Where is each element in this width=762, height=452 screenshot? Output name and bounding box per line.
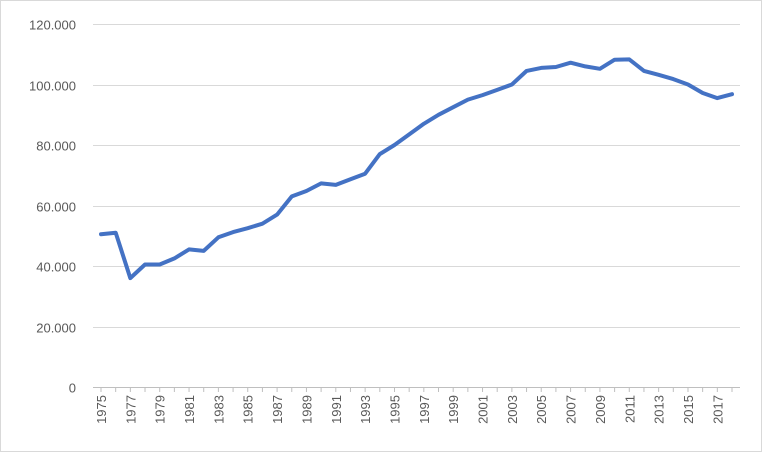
data-point — [334, 183, 338, 187]
data-point — [686, 83, 690, 87]
data-point — [481, 93, 485, 97]
data-point — [539, 66, 543, 70]
data-point — [114, 231, 118, 235]
data-point — [407, 132, 411, 136]
x-tick-label: 2013 — [652, 395, 667, 424]
x-tick-label: 2007 — [564, 395, 579, 424]
data-point — [378, 152, 382, 156]
data-point — [466, 98, 470, 102]
data-point — [657, 73, 661, 77]
data-point — [202, 249, 206, 253]
y-tick-label: 120.000 — [29, 18, 76, 33]
x-tick-label: 1997 — [417, 395, 432, 424]
data-point — [451, 105, 455, 109]
x-tick-label: 2015 — [681, 395, 696, 424]
data-point — [510, 83, 514, 87]
data-point — [128, 276, 132, 280]
x-tick-label: 2003 — [505, 395, 520, 424]
data-point — [275, 213, 279, 217]
data-point — [172, 256, 176, 260]
y-tick-label: 80.000 — [36, 139, 76, 154]
x-tick-label: 1983 — [211, 395, 226, 424]
data-point — [187, 247, 191, 251]
data-point — [627, 57, 631, 61]
x-tick-label: 1975 — [94, 395, 109, 424]
data-point — [349, 177, 353, 181]
data-point — [393, 143, 397, 147]
data-point — [495, 88, 499, 92]
y-tick-label: 0 — [69, 381, 76, 396]
data-point — [715, 96, 719, 100]
data-point — [260, 222, 264, 226]
data-point — [290, 194, 294, 198]
x-tick-label: 2017 — [710, 395, 725, 424]
data-point — [304, 189, 308, 193]
x-tick-label: 1989 — [299, 395, 314, 424]
x-tick-label: 1981 — [182, 395, 197, 424]
x-tick-label: 1985 — [241, 395, 256, 424]
x-tick-label: 1991 — [329, 395, 344, 424]
data-point — [422, 122, 426, 126]
y-tick-label: 60.000 — [36, 200, 76, 215]
data-point — [158, 263, 162, 267]
x-tick-label: 2005 — [534, 395, 549, 424]
data-point — [730, 92, 734, 96]
data-point — [598, 67, 602, 71]
data-point — [99, 232, 103, 236]
x-tick-label: 1995 — [387, 395, 402, 424]
y-axis-tick-labels: 0 20.000 40.000 60.000 80.000 100.000 120.000 — [29, 18, 76, 396]
data-point — [246, 226, 250, 230]
x-tick-label: 1993 — [358, 395, 373, 424]
y-tick-label: 40.000 — [36, 260, 76, 275]
data-point — [583, 64, 587, 68]
data-point — [437, 113, 441, 117]
data-point — [554, 65, 558, 69]
data-point — [363, 172, 367, 176]
data-point — [613, 58, 617, 62]
x-tick-label: 2011 — [622, 395, 637, 423]
series-layer — [99, 57, 734, 281]
series-line — [99, 57, 734, 281]
x-tick-label: 1977 — [123, 395, 138, 424]
x-tick-label: 1987 — [270, 395, 285, 424]
x-tick-label: 2009 — [593, 395, 608, 424]
x-tick-label: 1979 — [153, 395, 168, 424]
data-point — [319, 181, 323, 185]
data-point — [143, 263, 147, 267]
data-point — [642, 69, 646, 73]
data-point — [231, 230, 235, 234]
data-point — [525, 69, 529, 73]
gridlines — [93, 24, 740, 392]
data-point — [216, 235, 220, 239]
data-point — [701, 91, 705, 95]
data-point — [569, 61, 573, 65]
x-tick-label: 2001 — [476, 395, 491, 424]
x-axis-tick-labels: 1975 1977 1979 1981 1983 1985 1987 1989 1991 1993… — [94, 395, 725, 424]
y-tick-label: 100.000 — [29, 79, 76, 94]
data-point — [671, 77, 675, 81]
y-tick-label: 20.000 — [36, 321, 76, 336]
x-tick-label: 1999 — [446, 395, 461, 424]
